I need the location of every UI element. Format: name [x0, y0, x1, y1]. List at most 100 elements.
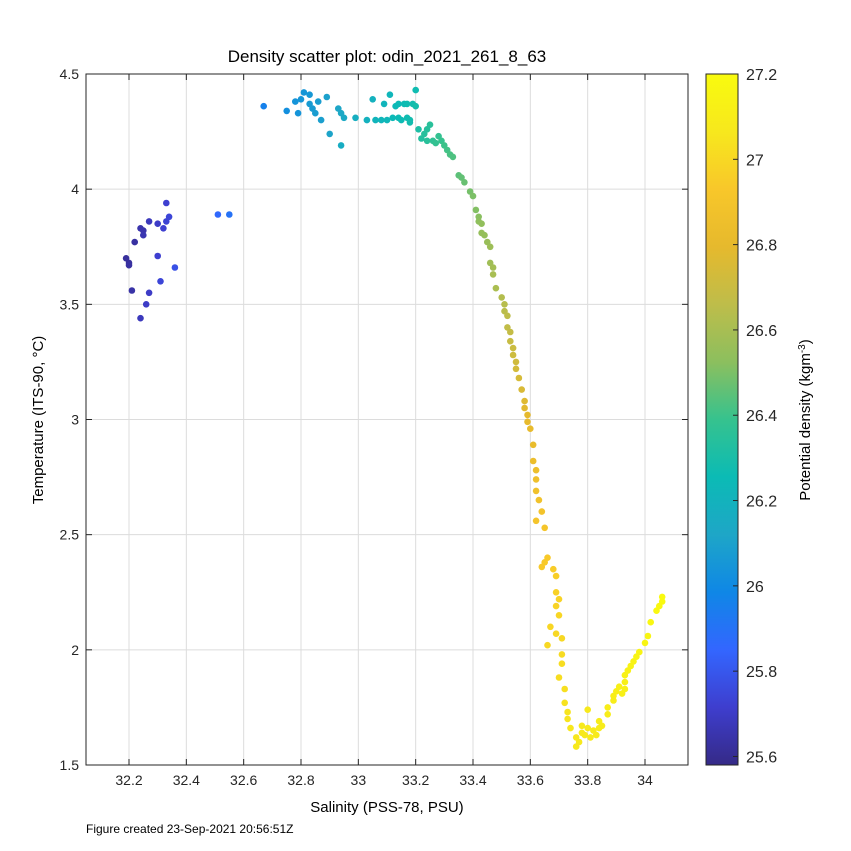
- data-point: [128, 287, 136, 294]
- data-point: [564, 715, 571, 723]
- data-point: [535, 496, 543, 504]
- colorbar: [705, 73, 739, 766]
- data-point: [555, 612, 563, 619]
- data-point: [587, 734, 594, 741]
- data-point: [292, 98, 299, 105]
- colorbar-tick-label: 26.8: [746, 238, 777, 255]
- data-point: [615, 683, 623, 690]
- data-point: [547, 623, 554, 631]
- data-point: [297, 96, 305, 103]
- data-point: [610, 697, 617, 704]
- data-point: [621, 678, 629, 686]
- data-point: [432, 139, 440, 147]
- data-point: [604, 704, 611, 711]
- data-point: [509, 351, 517, 359]
- x-tick-label: 32.2: [115, 772, 142, 788]
- data-point: [507, 328, 514, 336]
- x-tick-label: 34: [637, 772, 653, 788]
- colorbar-ticks: 25.6 25.8 26 26.2 26.4 26.6 26.8 27 27.2: [733, 67, 777, 766]
- data-point: [489, 271, 497, 278]
- data-point: [140, 231, 147, 239]
- data-point: [131, 238, 138, 246]
- data-point: [415, 126, 422, 133]
- y-axis-label: Temperature (ITS-90, °C): [30, 336, 47, 505]
- x-tick-label: 33: [351, 772, 367, 788]
- data-point: [378, 116, 385, 124]
- data-point: [552, 589, 560, 596]
- data-point: [521, 397, 528, 405]
- data-point: [340, 114, 348, 122]
- data-point: [171, 264, 179, 271]
- data-point: [165, 213, 173, 221]
- data-point: [125, 261, 133, 269]
- scatter-points: [122, 86, 666, 750]
- data-point: [403, 100, 411, 108]
- data-point: [145, 218, 153, 225]
- x-tick-label: 32.6: [230, 772, 257, 788]
- data-point: [532, 487, 540, 495]
- data-point: [312, 109, 319, 117]
- data-point: [481, 231, 488, 239]
- data-point: [383, 116, 391, 124]
- data-point: [386, 91, 394, 98]
- data-point: [644, 632, 652, 640]
- data-point: [412, 86, 420, 94]
- data-point: [515, 374, 523, 382]
- data-point: [584, 724, 591, 732]
- x-tick-label: 32.8: [287, 772, 314, 788]
- data-point: [142, 301, 150, 308]
- data-point: [501, 301, 508, 308]
- data-point: [598, 722, 606, 730]
- data-point: [647, 618, 654, 626]
- data-point: [489, 264, 497, 271]
- colorbar-tick-label: 26.6: [746, 323, 777, 340]
- data-point: [555, 595, 563, 603]
- data-point: [504, 312, 511, 320]
- y-tick-label: 1.5: [60, 757, 80, 773]
- x-tick-label: 32.4: [173, 772, 200, 788]
- data-point: [558, 635, 566, 642]
- data-point: [395, 100, 402, 108]
- data-point: [512, 365, 520, 373]
- data-point: [512, 358, 520, 366]
- x-axis-ticks: 32.2 32.4 32.6 32.8 33 33.2 33.4 33.6 33.8 34: [115, 74, 653, 788]
- data-point: [369, 96, 377, 103]
- data-point: [163, 199, 170, 207]
- x-axis-label: Salinity (PSS-78, PSU): [310, 799, 463, 816]
- colorbar-tick-label: 26: [746, 579, 764, 596]
- y-tick-label: 4: [71, 181, 79, 197]
- data-point: [658, 593, 666, 601]
- data-point: [461, 179, 468, 186]
- data-point: [398, 116, 405, 124]
- data-point: [521, 404, 528, 412]
- chart-title: Density scatter plot: odin_2021_261_8_63: [228, 47, 547, 66]
- data-point: [406, 116, 414, 124]
- data-point: [564, 708, 571, 716]
- data-point: [412, 102, 420, 110]
- data-point: [524, 418, 531, 426]
- data-point: [326, 130, 334, 138]
- data-point: [226, 211, 233, 218]
- data-point: [529, 457, 537, 465]
- data-point: [260, 102, 268, 110]
- data-point: [214, 211, 222, 218]
- data-point: [372, 116, 379, 124]
- data-point: [527, 425, 534, 433]
- data-point: [498, 294, 506, 301]
- data-point: [538, 508, 546, 515]
- data-point: [561, 685, 568, 693]
- y-tick-label: 2: [71, 642, 79, 658]
- figure-created-footer: Figure created 23-Sep-2021 20:56:51Z: [86, 822, 294, 836]
- data-point: [317, 116, 325, 124]
- data-point: [337, 142, 345, 149]
- colorbar-tick-label: 25.6: [746, 749, 777, 766]
- data-point: [140, 227, 147, 234]
- data-point: [575, 738, 583, 746]
- colorbar-tick-label: 26.2: [746, 494, 777, 511]
- data-point: [478, 220, 485, 227]
- data-point: [509, 344, 517, 352]
- data-point: [532, 517, 540, 525]
- data-point: [363, 116, 371, 124]
- data-point: [641, 639, 649, 647]
